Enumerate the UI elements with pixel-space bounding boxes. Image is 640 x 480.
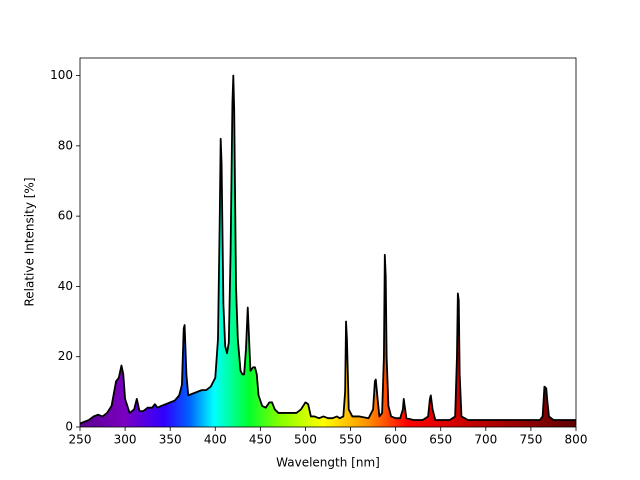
- spectrum-line: [79, 74, 576, 425]
- y-tick-label: 0: [65, 420, 73, 434]
- x-tick-label: 450: [249, 433, 272, 447]
- y-tick-label: 60: [58, 209, 73, 223]
- x-tick-label: 650: [429, 433, 452, 447]
- x-tick-label: 700: [474, 433, 497, 447]
- x-axis-label: Wavelength [nm]: [276, 456, 380, 470]
- x-tick-label: 250: [69, 433, 92, 447]
- x-tick-label: 800: [565, 433, 588, 447]
- x-tick-label: 350: [159, 433, 182, 447]
- plot-frame: [79, 57, 577, 428]
- y-tick-label: 100: [50, 68, 73, 82]
- y-tick-label: 40: [58, 279, 73, 293]
- x-tick-label: 300: [114, 433, 137, 447]
- y-axis-label: Relative Intensity [%]: [23, 177, 37, 306]
- x-tick-label: 600: [384, 433, 407, 447]
- y-tick-label: 80: [58, 138, 73, 152]
- x-tick-label: 750: [519, 433, 542, 447]
- x-tick-label: 500: [294, 433, 317, 447]
- y-tick-label: 20: [58, 349, 73, 363]
- area-fill: [80, 75, 576, 427]
- x-tick-label: 400: [204, 433, 227, 447]
- x-tick-label: 550: [339, 433, 362, 447]
